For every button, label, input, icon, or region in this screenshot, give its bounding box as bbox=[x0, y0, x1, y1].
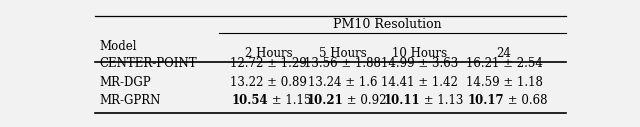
Text: MR-GPRN: MR-GPRN bbox=[100, 94, 161, 107]
Text: 13.56 ± 1.88: 13.56 ± 1.88 bbox=[305, 57, 381, 70]
Text: 2 Hours: 2 Hours bbox=[244, 46, 292, 60]
Text: 14.41 ± 1.42: 14.41 ± 1.42 bbox=[381, 76, 458, 89]
Text: ± 1.15: ± 1.15 bbox=[269, 94, 312, 107]
Text: 12.72 ± 1.29: 12.72 ± 1.29 bbox=[230, 57, 307, 70]
Text: 14.99 ± 3.63: 14.99 ± 3.63 bbox=[381, 57, 458, 70]
Text: 13.24 ± 1.6: 13.24 ± 1.6 bbox=[308, 76, 378, 89]
Text: ± 1.13: ± 1.13 bbox=[420, 94, 463, 107]
Text: Model: Model bbox=[100, 40, 138, 53]
Text: 10.54: 10.54 bbox=[232, 94, 269, 107]
Text: ± 0.68: ± 0.68 bbox=[504, 94, 548, 107]
Text: 16.21 ± 2.54: 16.21 ± 2.54 bbox=[466, 57, 543, 70]
Text: 10 Hours: 10 Hours bbox=[392, 46, 447, 60]
Text: ± 0.92: ± 0.92 bbox=[343, 94, 387, 107]
Text: 5 Hours: 5 Hours bbox=[319, 46, 367, 60]
Text: CENTER-POINT: CENTER-POINT bbox=[100, 57, 198, 70]
Text: 10.11: 10.11 bbox=[383, 94, 420, 107]
Text: 24: 24 bbox=[497, 46, 511, 60]
Text: 10.17: 10.17 bbox=[467, 94, 504, 107]
Text: 13.22 ± 0.89: 13.22 ± 0.89 bbox=[230, 76, 307, 89]
Text: MR-DGP: MR-DGP bbox=[100, 76, 152, 89]
Text: 14.59 ± 1.18: 14.59 ± 1.18 bbox=[466, 76, 543, 89]
Text: PM10 Resolution: PM10 Resolution bbox=[333, 18, 442, 31]
Text: 10.21: 10.21 bbox=[306, 94, 343, 107]
